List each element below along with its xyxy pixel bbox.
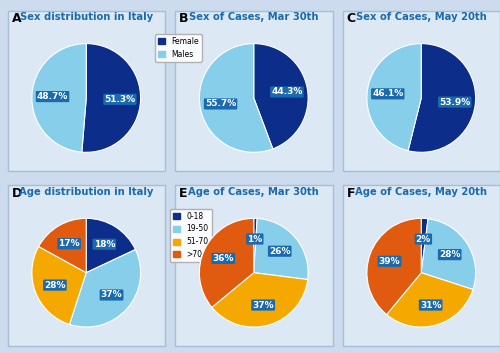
Text: 28%: 28%	[439, 250, 460, 259]
Text: 18%: 18%	[94, 240, 115, 249]
Text: 26%: 26%	[269, 247, 290, 256]
Text: Sex of Cases, May 20th: Sex of Cases, May 20th	[356, 12, 486, 22]
Text: 36%: 36%	[212, 254, 234, 263]
Wedge shape	[86, 218, 136, 273]
Text: Age of Cases, May 20th: Age of Cases, May 20th	[355, 187, 487, 197]
Text: 28%: 28%	[44, 281, 66, 289]
Wedge shape	[367, 218, 422, 315]
Text: 46.1%: 46.1%	[372, 89, 404, 98]
Wedge shape	[212, 273, 308, 327]
Text: 44.3%: 44.3%	[271, 88, 302, 96]
Text: 48.7%: 48.7%	[37, 92, 68, 101]
Wedge shape	[70, 250, 140, 327]
Text: Sex of Cases, Mar 30th: Sex of Cases, Mar 30th	[189, 12, 318, 22]
Text: B: B	[179, 12, 188, 25]
Text: 55.7%: 55.7%	[205, 100, 236, 108]
Wedge shape	[254, 44, 308, 149]
Text: F: F	[346, 187, 355, 200]
Wedge shape	[32, 44, 86, 152]
Wedge shape	[200, 218, 254, 307]
Wedge shape	[254, 219, 308, 280]
Text: 51.3%: 51.3%	[104, 95, 136, 104]
Text: A: A	[12, 12, 21, 25]
Text: Age distribution in Italy: Age distribution in Italy	[19, 187, 154, 197]
Wedge shape	[38, 218, 86, 273]
Wedge shape	[32, 246, 86, 324]
Text: 2%: 2%	[416, 234, 431, 244]
Text: Age of Cases, Mar 30th: Age of Cases, Mar 30th	[188, 187, 319, 197]
Wedge shape	[408, 44, 476, 152]
Text: 53.9%: 53.9%	[439, 97, 470, 107]
Wedge shape	[82, 44, 140, 152]
Wedge shape	[367, 44, 422, 151]
Text: D: D	[12, 187, 22, 200]
Wedge shape	[421, 218, 428, 273]
Wedge shape	[254, 218, 257, 273]
Text: E: E	[179, 187, 188, 200]
Legend: 0-18, 19-50, 51-70, >70: 0-18, 19-50, 51-70, >70	[170, 209, 211, 262]
Text: 17%: 17%	[58, 239, 80, 248]
Text: C: C	[346, 12, 356, 25]
Text: 1%: 1%	[247, 234, 262, 244]
Text: 39%: 39%	[378, 257, 400, 266]
Text: 31%: 31%	[420, 300, 442, 310]
Text: 37%: 37%	[100, 291, 122, 299]
Legend: Female, Males: Female, Males	[156, 34, 202, 62]
Text: Sex distribution in Italy: Sex distribution in Italy	[20, 12, 153, 22]
Wedge shape	[421, 219, 476, 289]
Wedge shape	[200, 44, 273, 152]
Wedge shape	[386, 273, 473, 327]
Text: 37%: 37%	[252, 300, 274, 310]
